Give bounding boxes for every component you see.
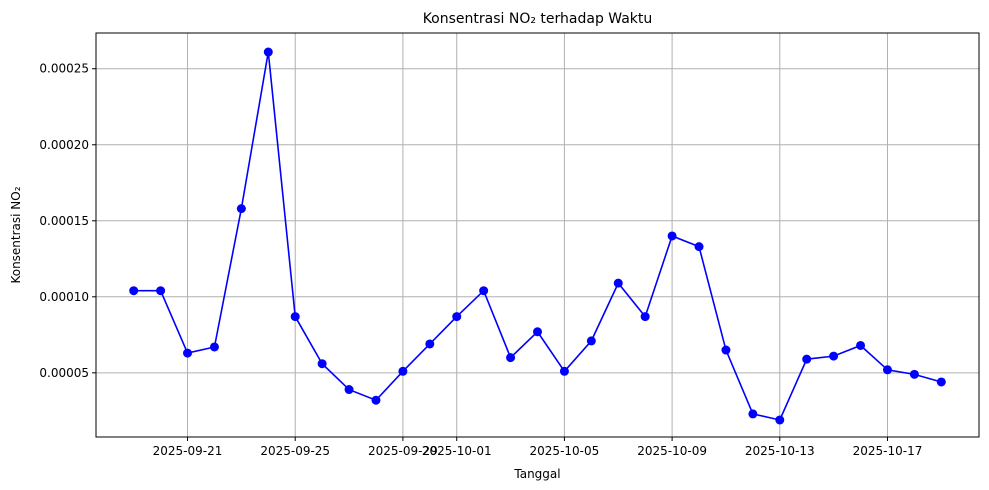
data-point (882, 365, 892, 375)
data-point (613, 278, 623, 288)
y-tick-label: 0.00025 (39, 62, 89, 76)
data-point (425, 339, 435, 349)
series-line-group (129, 47, 946, 425)
chart-title: Konsentrasi NO₂ terhadap Waktu (423, 11, 653, 27)
data-point (263, 47, 273, 57)
data-point (748, 409, 758, 419)
data-point (209, 342, 219, 352)
data-point (721, 345, 731, 355)
x-axis-title: Tanggal (513, 467, 560, 481)
data-point (936, 377, 946, 387)
x-tick-label: 2025-09-29 (368, 444, 438, 458)
data-point (559, 366, 569, 376)
x-tick-label: 2025-09-21 (153, 444, 223, 458)
data-point (398, 366, 408, 376)
x-tick-label: 2025-10-17 (853, 444, 923, 458)
data-point (452, 312, 462, 322)
x-tick-label: 2025-10-13 (745, 444, 815, 458)
data-point (586, 336, 596, 346)
data-point (909, 369, 919, 379)
data-point (856, 340, 866, 350)
data-point (775, 415, 785, 425)
y-axis-ticks: 0.00005 0.00010 0.00015 0.00020 0.00025 (39, 62, 96, 380)
data-point (694, 242, 704, 252)
data-point (506, 353, 516, 363)
data-point (317, 359, 327, 369)
data-point (640, 312, 650, 322)
data-point (236, 204, 246, 214)
x-tick-label: 2025-10-05 (530, 444, 600, 458)
y-tick-label: 0.00020 (39, 138, 89, 152)
x-tick-label: 2025-10-09 (637, 444, 707, 458)
x-tick-label: 2025-10-01 (422, 444, 492, 458)
y-tick-label: 0.00015 (39, 214, 89, 228)
y-tick-label: 0.00005 (39, 366, 89, 380)
data-point (344, 385, 354, 395)
x-tick-label: 2025-09-25 (260, 444, 330, 458)
data-point (802, 354, 812, 364)
data-point (479, 286, 489, 296)
data-point (667, 231, 677, 241)
data-point (129, 286, 139, 296)
plot-frame (95, 32, 980, 438)
data-point (829, 351, 839, 361)
x-axis-ticks: 2025-09-21 2025-09-25 2025-09-292025-10-01… (153, 437, 923, 458)
data-point (533, 327, 542, 337)
y-axis-title: Konsentrasi NO₂ (9, 186, 23, 283)
data-point (290, 312, 300, 322)
data-point (371, 395, 381, 405)
y-tick-label: 0.00010 (39, 290, 89, 304)
data-point (183, 348, 193, 358)
data-point (156, 286, 166, 296)
